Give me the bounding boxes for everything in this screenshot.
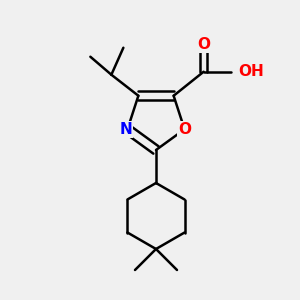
Text: OH: OH: [238, 64, 264, 79]
Text: O: O: [178, 122, 191, 137]
Text: O: O: [197, 37, 210, 52]
Text: N: N: [120, 122, 132, 137]
